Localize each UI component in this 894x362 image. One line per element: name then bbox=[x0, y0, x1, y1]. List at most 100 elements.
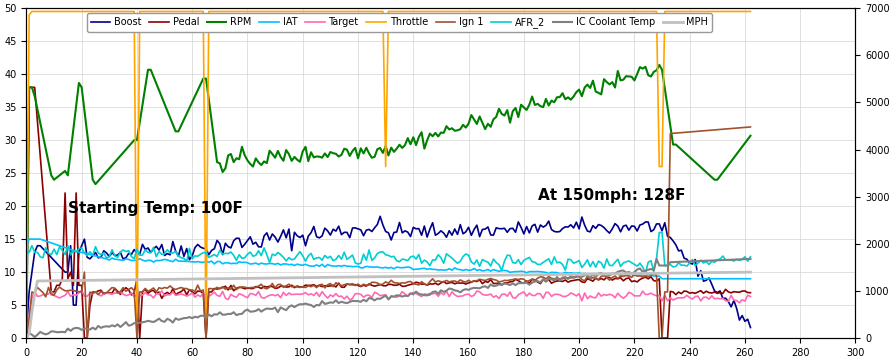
AFR_2 bbox=[502, 253, 512, 257]
Ign 1 bbox=[380, 280, 391, 284]
AFR_2 bbox=[380, 253, 391, 257]
Target bbox=[629, 294, 640, 298]
Pedal bbox=[629, 279, 640, 283]
Pedal bbox=[745, 291, 755, 295]
Pedal bbox=[24, 85, 35, 89]
IAT bbox=[560, 270, 570, 274]
Throttle bbox=[215, 9, 225, 14]
Boost bbox=[212, 238, 223, 243]
Ign 1 bbox=[21, 336, 32, 340]
IAT bbox=[629, 273, 640, 278]
AFR_2 bbox=[684, 261, 695, 265]
Boost bbox=[560, 225, 570, 229]
Line: Pedal: Pedal bbox=[27, 87, 750, 338]
Throttle bbox=[21, 336, 32, 340]
AFR_2 bbox=[21, 250, 32, 254]
IAT bbox=[745, 277, 755, 281]
Line: MPH: MPH bbox=[27, 272, 750, 338]
IC Coolant Temp bbox=[380, 293, 391, 298]
MPH bbox=[679, 271, 689, 275]
IAT bbox=[215, 259, 225, 264]
Line: Target: Target bbox=[27, 290, 750, 338]
MPH bbox=[745, 270, 755, 274]
Line: IC Coolant Temp: IC Coolant Temp bbox=[27, 259, 750, 338]
Boost bbox=[383, 231, 393, 235]
Boost bbox=[375, 214, 385, 219]
Text: Starting Temp: 100F: Starting Temp: 100F bbox=[68, 201, 242, 216]
RPM bbox=[557, 91, 568, 95]
IC Coolant Temp bbox=[557, 275, 568, 280]
Boost bbox=[629, 224, 640, 228]
IAT bbox=[24, 237, 35, 241]
MPH bbox=[502, 273, 512, 277]
AFR_2 bbox=[640, 271, 651, 275]
IAT bbox=[505, 270, 516, 274]
Target bbox=[745, 294, 755, 299]
IAT bbox=[21, 244, 32, 248]
MPH bbox=[627, 272, 637, 276]
RPM bbox=[627, 75, 637, 79]
AFR_2 bbox=[557, 262, 568, 267]
Legend: Boost, Pedal, RPM, IAT, Target, Throttle, Ign 1, AFR_2, IC Coolant Temp, MPH: Boost, Pedal, RPM, IAT, Target, Throttle… bbox=[87, 13, 713, 32]
RPM bbox=[21, 336, 32, 340]
Target bbox=[560, 294, 570, 299]
IC Coolant Temp bbox=[681, 259, 692, 264]
AFR_2 bbox=[212, 254, 223, 258]
RPM bbox=[380, 144, 391, 148]
RPM bbox=[745, 134, 755, 138]
IAT bbox=[383, 266, 393, 270]
Line: Ign 1: Ign 1 bbox=[27, 127, 750, 338]
Throttle bbox=[745, 9, 755, 14]
Pedal bbox=[681, 289, 692, 294]
Line: Throttle: Throttle bbox=[27, 12, 750, 338]
Pedal bbox=[21, 336, 32, 340]
Pedal bbox=[560, 278, 570, 282]
Target bbox=[681, 293, 692, 298]
IC Coolant Temp bbox=[502, 282, 512, 286]
Throttle bbox=[629, 9, 640, 14]
Boost bbox=[745, 325, 755, 330]
MPH bbox=[21, 336, 32, 340]
Ign 1 bbox=[502, 278, 512, 283]
Throttle bbox=[505, 9, 516, 14]
Boost bbox=[505, 227, 516, 231]
Ign 1 bbox=[557, 277, 568, 281]
RPM bbox=[212, 160, 223, 164]
Ign 1 bbox=[627, 275, 637, 279]
Target bbox=[505, 290, 516, 294]
Ign 1 bbox=[745, 125, 755, 129]
Throttle bbox=[27, 9, 38, 14]
Throttle bbox=[560, 9, 570, 14]
Line: AFR_2: AFR_2 bbox=[27, 232, 750, 273]
IC Coolant Temp bbox=[21, 336, 32, 340]
Boost bbox=[681, 257, 692, 261]
Ign 1 bbox=[212, 285, 223, 290]
IAT bbox=[657, 277, 668, 281]
Target bbox=[215, 294, 225, 299]
RPM bbox=[502, 108, 512, 112]
RPM bbox=[681, 152, 692, 157]
IC Coolant Temp bbox=[212, 312, 223, 317]
MPH bbox=[557, 272, 568, 277]
Boost bbox=[21, 329, 32, 334]
Target bbox=[76, 288, 87, 292]
Line: IAT: IAT bbox=[27, 239, 750, 279]
AFR_2 bbox=[654, 230, 664, 235]
Throttle bbox=[681, 9, 692, 14]
IC Coolant Temp bbox=[745, 257, 755, 261]
Target bbox=[383, 297, 393, 302]
AFR_2 bbox=[627, 261, 637, 265]
Ign 1 bbox=[679, 130, 689, 135]
MPH bbox=[380, 274, 391, 279]
MPH bbox=[212, 277, 223, 281]
IC Coolant Temp bbox=[651, 257, 662, 261]
IC Coolant Temp bbox=[627, 272, 637, 276]
Pedal bbox=[383, 282, 393, 287]
AFR_2 bbox=[745, 254, 755, 259]
Text: At 150mph: 128F: At 150mph: 128F bbox=[537, 188, 685, 202]
Line: Boost: Boost bbox=[27, 216, 750, 332]
Pedal bbox=[215, 286, 225, 291]
IAT bbox=[684, 277, 695, 281]
Pedal bbox=[505, 280, 516, 284]
Target bbox=[21, 336, 32, 340]
